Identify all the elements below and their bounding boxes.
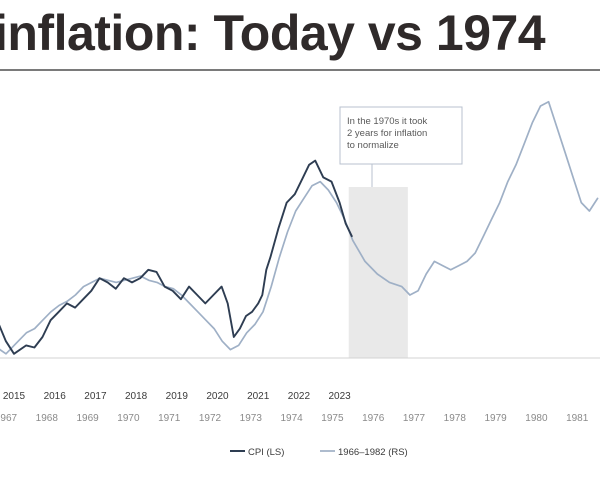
legend-label-2: 1966–1982 (RS) — [338, 447, 408, 458]
x-tick-bottom-1973: 1973 — [240, 413, 263, 424]
x-tick-top-2018: 2018 — [125, 391, 148, 402]
x-tick-bottom-1978: 1978 — [444, 413, 467, 424]
annotation-line-1: In the 1970s it took — [347, 116, 428, 127]
x-tick-bottom-1977: 1977 — [403, 413, 426, 424]
annotation-box — [339, 106, 463, 165]
series-1966-1982-line — [0, 100, 599, 355]
legend: CPI (LS) 1966–1982 (RS) — [230, 447, 408, 458]
x-axis-bottom-ticks: 1967 1968 1969 1970 1971 1972 1973 1974 1975 1976… — [0, 413, 589, 424]
page-title: inflation: Today vs 1974 — [0, 5, 546, 61]
x-tick-top-2016: 2016 — [44, 391, 67, 402]
x-tick-bottom-1980: 1980 — [525, 413, 548, 424]
x-tick-bottom-1979: 1979 — [484, 413, 507, 424]
x-tick-bottom-1981: 1981 — [566, 413, 589, 424]
x-tick-top-2019: 2019 — [166, 391, 189, 402]
x-tick-top-2021: 2021 — [247, 391, 270, 402]
x-tick-top-2020: 2020 — [206, 391, 229, 402]
x-axis-top-ticks: 2015 2016 2017 2018 2019 2020 2021 2022 2023 — [3, 391, 351, 402]
x-tick-top-2022: 2022 — [288, 391, 311, 402]
x-tick-bottom-1970: 1970 — [117, 413, 140, 424]
x-tick-bottom-1971: 1971 — [158, 413, 181, 424]
x-tick-bottom-1972: 1972 — [199, 413, 222, 424]
annotation-line-2: 2 years for inflation — [347, 128, 427, 139]
shade-layer — [348, 187, 408, 358]
x-tick-bottom-1975: 1975 — [321, 413, 344, 424]
legend-label-1: CPI (LS) — [248, 447, 284, 458]
title-divider — [0, 69, 600, 71]
x-tick-top-2015: 2015 — [3, 391, 26, 402]
x-tick-bottom-1967: 1967 — [0, 413, 18, 424]
series-layer — [0, 100, 599, 355]
x-tick-top-2023: 2023 — [328, 391, 351, 402]
series-cpi-line — [0, 159, 353, 355]
x-tick-bottom-1976: 1976 — [362, 413, 385, 424]
x-tick-bottom-1974: 1974 — [280, 413, 303, 424]
x-tick-bottom-1969: 1969 — [76, 413, 99, 424]
x-tick-top-2017: 2017 — [84, 391, 107, 402]
x-tick-bottom-1968: 1968 — [36, 413, 59, 424]
annotation-line-3: to normalize — [347, 140, 399, 151]
shaded-period — [348, 187, 408, 358]
